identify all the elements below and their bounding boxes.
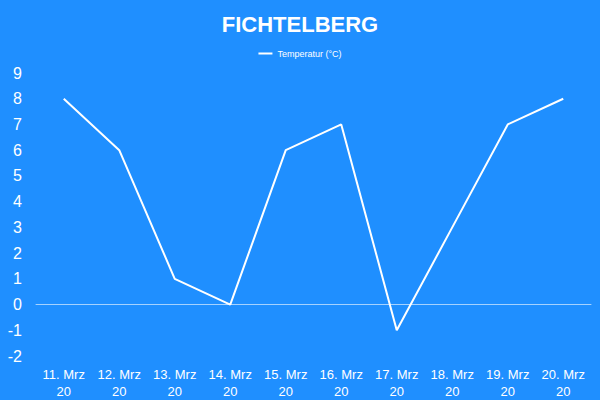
svg-text:20: 20	[556, 384, 570, 399]
svg-text:3: 3	[13, 219, 22, 236]
svg-text:4: 4	[13, 193, 22, 210]
svg-text:16. Mrz: 16. Mrz	[320, 367, 363, 382]
svg-text:20: 20	[223, 384, 237, 399]
svg-text:17. Mrz: 17. Mrz	[375, 367, 418, 382]
svg-text:13. Mrz: 13. Mrz	[153, 367, 196, 382]
svg-text:0: 0	[13, 296, 22, 313]
svg-text:11. Mrz: 11. Mrz	[43, 367, 85, 382]
svg-text:20: 20	[112, 384, 126, 399]
svg-text:20: 20	[168, 384, 182, 399]
svg-text:20: 20	[445, 384, 459, 399]
svg-text:9: 9	[13, 65, 22, 82]
svg-text:6: 6	[13, 142, 22, 159]
svg-text:20: 20	[279, 384, 293, 399]
svg-text:-1: -1	[8, 322, 22, 339]
svg-text:5: 5	[13, 167, 22, 184]
svg-text:Temperatur (°C): Temperatur (°C)	[277, 49, 341, 59]
svg-text:1: 1	[13, 270, 22, 287]
svg-text:20: 20	[390, 384, 404, 399]
svg-text:18. Mrz: 18. Mrz	[431, 367, 474, 382]
svg-text:20: 20	[501, 384, 515, 399]
svg-text:12. Mrz: 12. Mrz	[98, 367, 141, 382]
svg-text:14. Mrz: 14. Mrz	[209, 367, 252, 382]
svg-text:FICHTELBERG: FICHTELBERG	[222, 12, 378, 37]
svg-text:8: 8	[13, 90, 22, 107]
svg-text:15. Mrz: 15. Mrz	[264, 367, 307, 382]
svg-text:20: 20	[57, 384, 71, 399]
svg-text:2: 2	[13, 245, 22, 262]
svg-text:7: 7	[13, 116, 22, 133]
svg-text:19. Mrz: 19. Mrz	[486, 367, 529, 382]
svg-text:-2: -2	[8, 348, 22, 365]
svg-text:20. Mrz: 20. Mrz	[542, 367, 585, 382]
svg-text:20: 20	[334, 384, 348, 399]
